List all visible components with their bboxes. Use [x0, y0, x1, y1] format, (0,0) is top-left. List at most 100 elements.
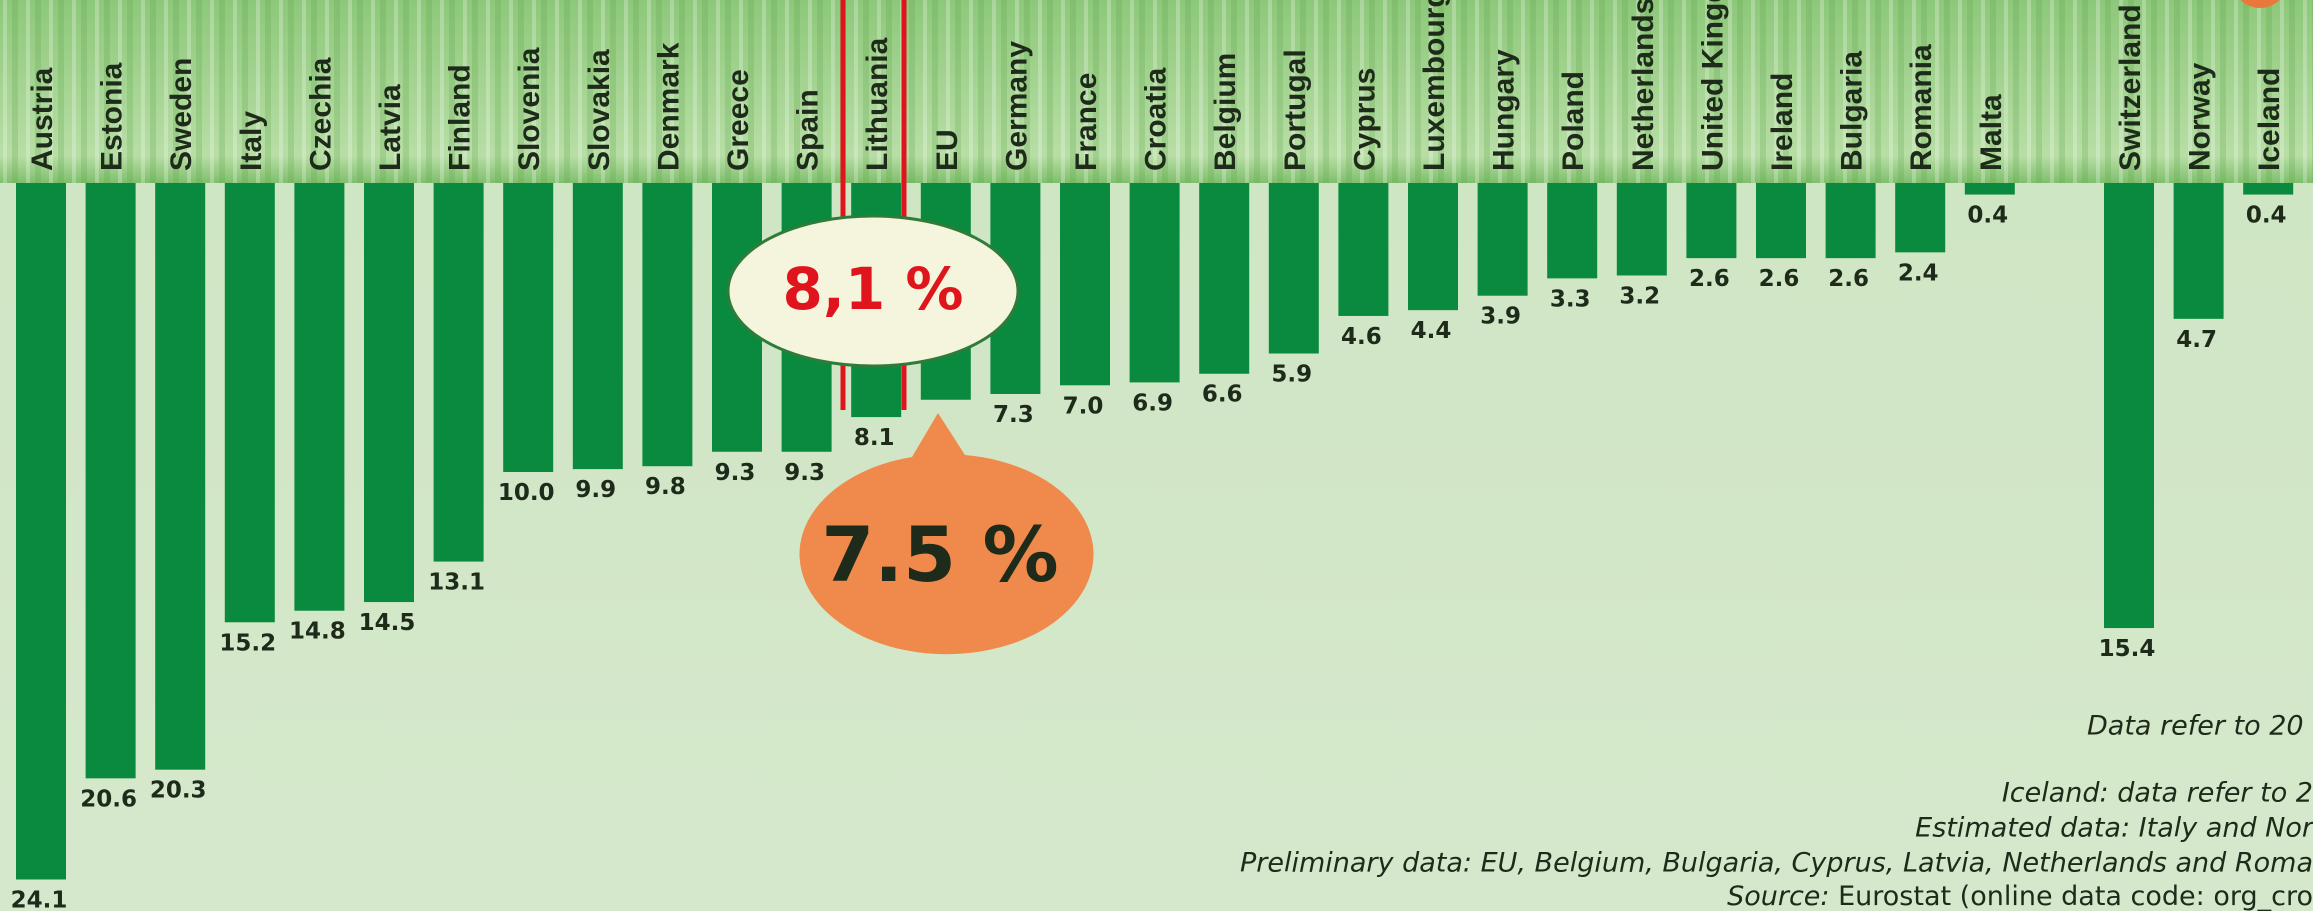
- category-label: Latvia: [374, 84, 407, 171]
- category-label: Croatia: [1140, 67, 1173, 171]
- category-label: Romania: [1905, 44, 1938, 171]
- value-label: 7.3: [993, 402, 1034, 428]
- eu-callout: 7.5 %: [821, 510, 1058, 599]
- bar: [155, 183, 206, 770]
- bar: [85, 183, 136, 779]
- callout-bubble: [726, 214, 1020, 368]
- eu-bubble: [799, 413, 1094, 655]
- value-label: 0.4: [2246, 203, 2287, 229]
- bar: [1964, 183, 2015, 195]
- bar: [1686, 183, 1737, 259]
- bar: [1825, 183, 1876, 259]
- category-label: Estonia: [96, 62, 129, 171]
- bar: [1895, 183, 1946, 253]
- value-label: 4.4: [1411, 318, 1452, 344]
- value-label: 3.3: [1550, 286, 1591, 312]
- bar: [1268, 183, 1319, 354]
- bar: [2243, 183, 2294, 195]
- lithuania-callout: 8,1 %: [782, 255, 963, 323]
- bar: [1408, 183, 1458, 311]
- bar: [1338, 183, 1389, 316]
- value-label: 0.4: [1967, 203, 2008, 229]
- bar: [364, 183, 414, 603]
- bar: [433, 183, 484, 562]
- category-label: Switzerland: [2114, 4, 2147, 171]
- category-label: Denmark: [652, 42, 685, 171]
- bar: [1477, 183, 1528, 296]
- note: Estimated data: Italy and Nor: [1915, 813, 2313, 844]
- value-label: 9.3: [715, 460, 756, 486]
- bar: [294, 183, 345, 611]
- note: Iceland: data refer to 2: [2002, 778, 2313, 809]
- value-label: 20.3: [150, 778, 207, 804]
- category-label: Lithuania: [861, 37, 894, 171]
- value-label: 14.5: [359, 610, 416, 636]
- category-label: Malta: [1975, 94, 2008, 171]
- value-label: 2.6: [1759, 266, 1800, 292]
- value-label: 14.8: [289, 619, 346, 645]
- category-label: France: [1070, 73, 1103, 171]
- category-label: Ireland: [1766, 73, 1799, 171]
- value-label: 10.0: [498, 480, 555, 506]
- note: Data refer to 20: [2087, 711, 2304, 742]
- bar: [642, 183, 693, 467]
- category-label: Belgium: [1209, 53, 1242, 171]
- category-label: Sweden: [165, 58, 198, 171]
- bars: Austria 24.1 Estonia 20.6 Sweden 20.3 Italy 15.…: [11, 0, 2294, 911]
- bar: [2104, 183, 2154, 629]
- category-label: EU: [931, 129, 964, 171]
- source-text: Eurostat (online data code: org_cro: [1838, 881, 2313, 911]
- category-label: Italy: [235, 111, 268, 171]
- value-label: 6.9: [1132, 390, 1173, 416]
- bar: [2173, 183, 2224, 319]
- category-label: Bulgaria: [1836, 51, 1869, 171]
- value-label: 6.6: [1202, 382, 1243, 408]
- value-label: 4.6: [1341, 324, 1382, 350]
- bar: [1060, 183, 1110, 386]
- bar: [1547, 183, 1598, 279]
- category-label: Slovenia: [513, 47, 546, 171]
- value-label: 20.6: [80, 786, 137, 812]
- value-label: 4.7: [2176, 327, 2217, 353]
- category-label: Cyprus: [1348, 68, 1381, 171]
- category-label: Czechia: [304, 57, 337, 171]
- value-label: 3.2: [1619, 283, 1660, 309]
- value-label: 15.2: [219, 630, 276, 656]
- value-label: 2.6: [1689, 266, 1730, 292]
- bar: [1756, 183, 1806, 259]
- note: Preliminary data: EU, Belgium, Bulgaria,…: [1240, 848, 2313, 879]
- bar: [1616, 183, 1667, 276]
- grass-blades: [0, 0, 2313, 183]
- category-label: Netherlands: [1627, 0, 1660, 171]
- category-label: Finland: [444, 64, 477, 171]
- category-label: Norway: [2184, 62, 2217, 171]
- category-label: Hungary: [1488, 49, 1521, 171]
- value-label: 8.1: [854, 425, 895, 451]
- category-label: Poland: [1557, 71, 1590, 171]
- value-label: 9.3: [784, 460, 825, 486]
- value-label: 7.0: [1063, 393, 1104, 419]
- category-label: Iceland: [2253, 68, 2286, 171]
- category-label: Austria: [26, 67, 59, 171]
- bar: [16, 183, 66, 880]
- category-label: Slovakia: [583, 49, 616, 171]
- bar: [224, 183, 275, 623]
- bar: [572, 183, 623, 470]
- value-label: 2.4: [1898, 260, 1939, 286]
- value-label: 2.6: [1828, 266, 1869, 292]
- bar: [1129, 183, 1180, 383]
- value-label: 9.9: [575, 477, 616, 503]
- category-label: United Kingdom: [1696, 0, 1729, 171]
- value-label: 3.9: [1480, 304, 1521, 330]
- value-label: 24.1: [11, 887, 68, 911]
- corner-decoration: [2240, 0, 2280, 8]
- value-label: 9.8: [645, 474, 686, 500]
- bar: [503, 183, 554, 472]
- value-label: 5.9: [1271, 362, 1312, 388]
- value-label: 15.4: [2099, 636, 2156, 662]
- category-label: Portugal: [1279, 49, 1312, 171]
- category-label: Spain: [792, 89, 825, 171]
- value-label: 13.1: [428, 570, 485, 596]
- source-label: Source:: [1727, 881, 1829, 911]
